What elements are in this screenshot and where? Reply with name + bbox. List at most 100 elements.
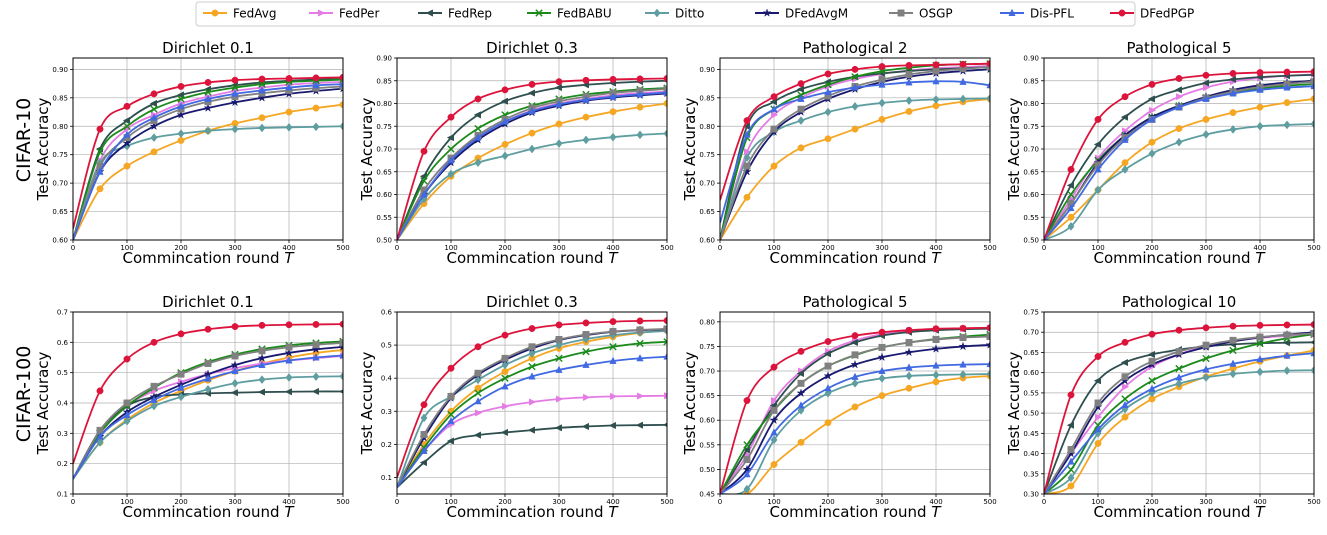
y-tick-label: 0.70 xyxy=(699,368,715,376)
data-point xyxy=(177,392,185,402)
chart-panel-4: 0 100 200 300 400 500 0.50 0.55 0.60 0.65 0.70 0.75… xyxy=(1005,39,1321,267)
series-fedavg xyxy=(397,100,667,240)
x-tick-label: 400 xyxy=(929,498,942,506)
data-point xyxy=(204,79,212,86)
data-point xyxy=(231,124,239,134)
data-point xyxy=(123,162,131,170)
data-point xyxy=(905,71,913,78)
legend: FedAvg FedPer FedRep FedBABU Ditto DFedAvgM OS… xyxy=(195,1,1194,27)
series-group xyxy=(1044,68,1314,240)
chart-panel-6: 0 100 200 300 400 500 0.1 0.2 0.3 0.4 0.5 0.6 Dirich… xyxy=(358,293,674,521)
x-tick-label: 200 xyxy=(174,498,187,506)
data-point xyxy=(582,331,590,338)
data-point xyxy=(500,97,508,105)
data-point xyxy=(177,95,185,103)
y-tick-label: 0.1 xyxy=(57,491,68,499)
data-point xyxy=(796,388,806,398)
data-point xyxy=(905,384,913,392)
y-tick-label: 0.65 xyxy=(699,392,715,400)
data-point xyxy=(177,137,185,144)
data-point xyxy=(1066,181,1074,190)
data-point xyxy=(1175,137,1183,147)
data-point xyxy=(258,114,266,122)
series-line xyxy=(720,66,990,240)
data-point xyxy=(1121,93,1129,101)
data-point xyxy=(905,339,913,346)
data-point xyxy=(447,156,455,164)
data-point xyxy=(878,80,886,88)
chart-title: Dirichlet 0.3 xyxy=(486,39,578,57)
x-axis-label: Commincation round T xyxy=(447,249,620,267)
data-point xyxy=(555,139,563,148)
data-point xyxy=(1202,115,1210,123)
data-point xyxy=(878,63,886,70)
data-point xyxy=(312,74,320,82)
data-point xyxy=(797,144,805,152)
data-point xyxy=(742,446,750,454)
x-tick-label: 0 xyxy=(71,244,75,252)
data-point xyxy=(851,403,859,411)
data-point xyxy=(312,81,320,89)
y-tick-label: 0.5 xyxy=(57,369,68,377)
data-point xyxy=(258,123,266,133)
data-point xyxy=(1067,190,1075,199)
x-tick-label: 0 xyxy=(71,498,75,506)
data-point xyxy=(823,350,831,358)
data-point xyxy=(770,428,778,436)
data-point xyxy=(150,148,158,156)
y-tick-label: 0.40 xyxy=(1023,450,1039,458)
legend-label: FedPer xyxy=(339,7,379,21)
data-point xyxy=(1283,120,1291,130)
data-point xyxy=(1067,466,1075,474)
data-point xyxy=(878,343,886,351)
y-tick-label: 0.2 xyxy=(57,460,68,468)
y-tick-label: 0.4 xyxy=(381,375,393,383)
series-dfedavgm xyxy=(720,64,990,240)
data-point xyxy=(905,78,913,86)
data-point xyxy=(743,162,751,170)
data-point xyxy=(555,365,563,373)
data-point xyxy=(770,93,778,101)
data-point xyxy=(797,80,805,88)
data-point xyxy=(475,409,483,417)
x-tick-label: 100 xyxy=(767,244,780,252)
y-tick-label: 0.65 xyxy=(376,168,392,176)
series-dis-pfl xyxy=(720,359,990,494)
y-tick-label: 0.80 xyxy=(52,123,68,131)
legend-label: Ditto xyxy=(675,7,704,21)
series-osgp xyxy=(1044,329,1314,494)
data-point xyxy=(474,343,482,351)
data-point xyxy=(771,111,779,119)
data-point xyxy=(609,132,617,142)
chart-title: Dirichlet 0.3 xyxy=(486,293,578,311)
data-point xyxy=(743,397,751,404)
legend-item-fedper: FedPer xyxy=(309,7,379,21)
data-point xyxy=(583,393,591,401)
legend-label: DFedAvgM xyxy=(785,7,848,21)
y-tick-label: 0.90 xyxy=(52,66,68,74)
data-point xyxy=(474,95,482,103)
x-tick-label: 100 xyxy=(444,244,457,252)
data-point xyxy=(555,321,563,329)
x-tick-label: 500 xyxy=(983,498,996,506)
y-axis-label: Test Accuracy xyxy=(681,351,699,455)
legend-item-fedrep: FedRep xyxy=(418,7,492,21)
plot-frame xyxy=(396,311,668,495)
data-point xyxy=(582,95,590,103)
x-tick-label: 200 xyxy=(1145,498,1158,506)
x-axis-label: Commincation round T xyxy=(1094,503,1267,521)
series-line xyxy=(720,97,990,240)
data-point xyxy=(742,122,750,130)
x-tick-label: 500 xyxy=(660,244,673,252)
data-point xyxy=(258,80,266,88)
data-point xyxy=(636,103,644,111)
series-line xyxy=(1044,73,1314,240)
data-point xyxy=(1283,83,1291,91)
data-point xyxy=(204,384,212,394)
series-ditto xyxy=(397,129,667,240)
data-point xyxy=(420,446,428,454)
data-point xyxy=(123,355,131,363)
data-point xyxy=(932,67,940,75)
y-tick-label: 0.50 xyxy=(1023,410,1039,418)
data-point xyxy=(501,141,509,148)
